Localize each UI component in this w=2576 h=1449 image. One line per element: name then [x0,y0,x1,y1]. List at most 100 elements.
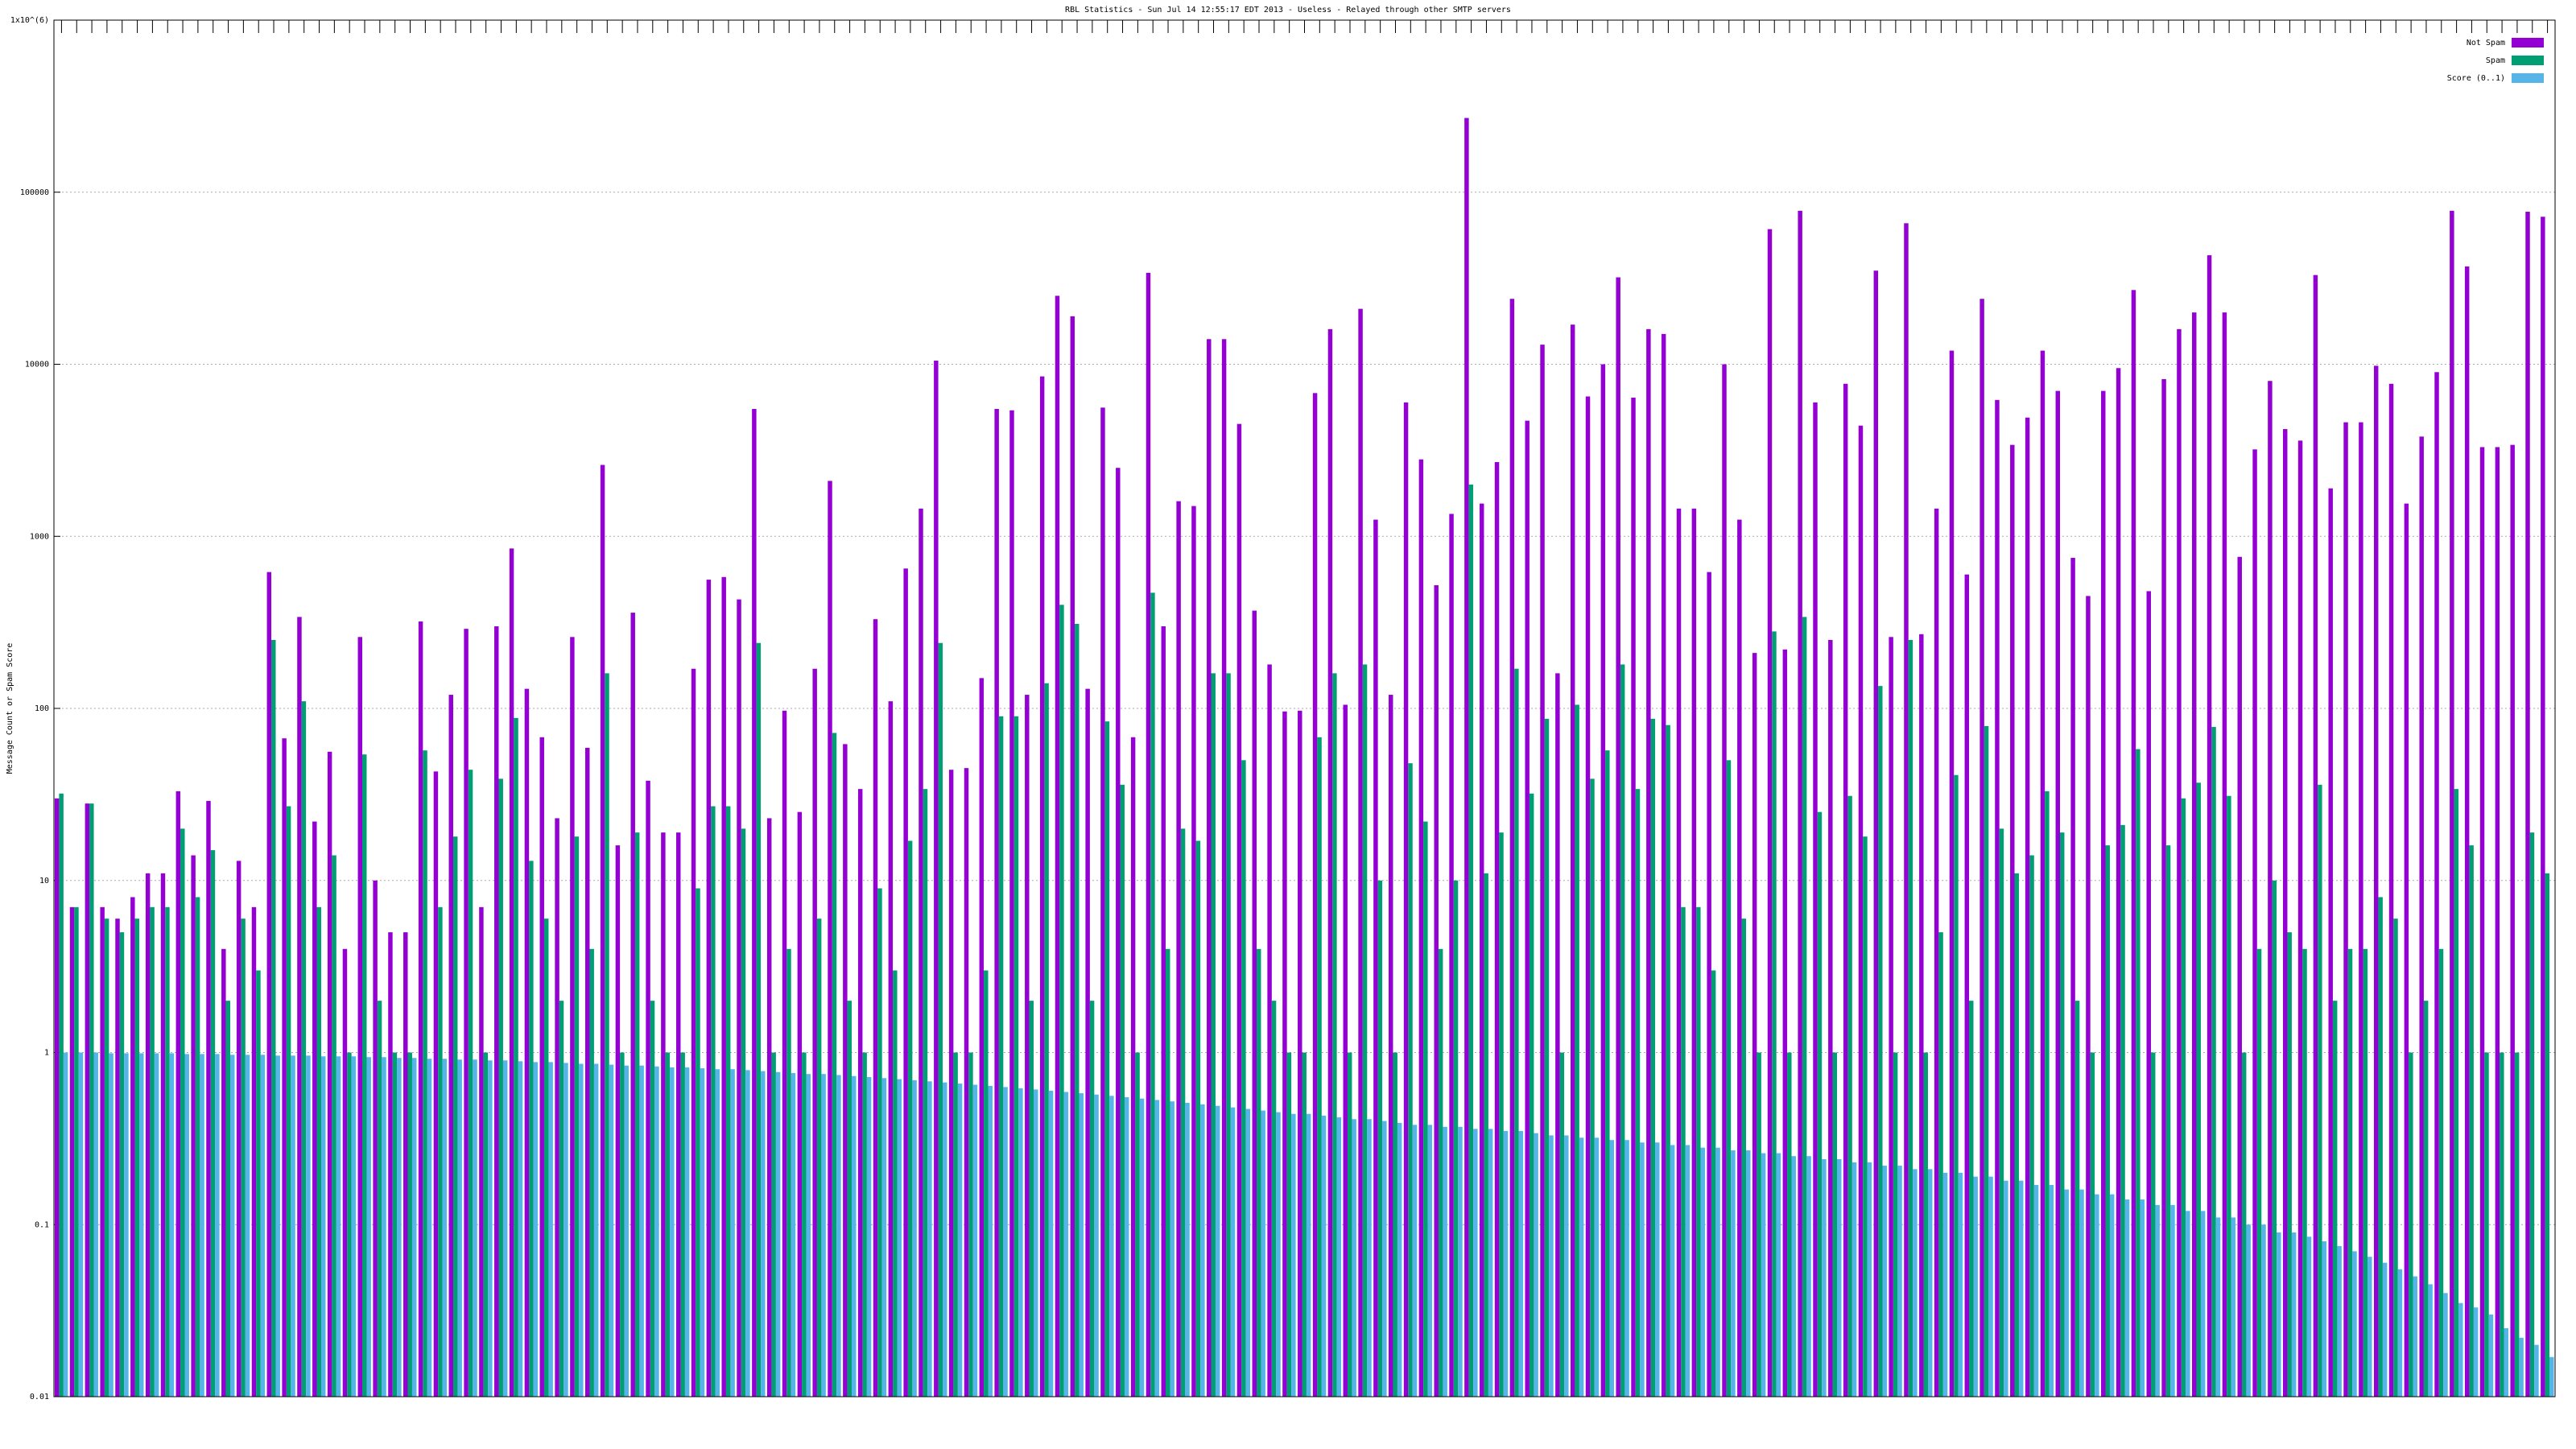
bar [1559,1052,1565,1397]
bar [1321,1115,1327,1397]
bar [715,1069,720,1397]
bar [1882,1166,1887,1397]
bar [134,919,140,1397]
bar [1423,821,1428,1397]
y-tick-label: 10000 [25,361,49,369]
bar [1585,396,1591,1397]
bar [756,642,762,1397]
bar [2040,350,2046,1397]
bar [1624,1140,1629,1397]
bar [1544,718,1550,1397]
bar [888,701,894,1397]
bar [615,845,621,1397]
bar [957,1084,963,1397]
bar [1700,1147,1705,1397]
bar [427,1059,432,1397]
bar [1018,1088,1023,1397]
bar [2352,1251,2357,1397]
bar [994,408,999,1397]
bar [59,793,64,1397]
bar [529,861,534,1397]
bar [236,861,242,1397]
bar [1837,1158,1842,1397]
bar [357,637,363,1397]
bar [1332,673,1337,1397]
bar [1116,468,1121,1397]
bar [1640,1142,1645,1397]
bar [1878,686,1883,1397]
bar [2222,312,2227,1397]
bar [1367,1119,1372,1397]
bar [366,1057,371,1397]
bar [2181,798,2186,1397]
bar [766,818,772,1397]
bar [630,613,635,1397]
bar [2196,782,2201,1397]
bar [1443,1126,1447,1397]
bar [160,873,166,1397]
bar [1468,484,1474,1397]
bar [225,1001,230,1397]
bar [1180,828,1186,1397]
bar [275,1055,280,1397]
bar [1252,610,1257,1397]
bar [1412,1125,1418,1397]
bar [564,1063,568,1397]
bar [1029,1001,1034,1397]
bar [533,1062,539,1397]
bar [543,919,549,1397]
bar [1306,1113,1311,1397]
bar [1039,376,1045,1397]
bar [927,1081,932,1397]
bar [1791,1156,1796,1397]
bar [972,1084,978,1397]
bar [1988,1176,1993,1397]
bar [1291,1113,1296,1397]
bar [1267,664,1272,1397]
bar [1154,1100,1160,1397]
bar [2291,1232,2297,1397]
bar [1509,299,1515,1397]
bar [1525,420,1530,1397]
bar [877,888,882,1397]
bar [2541,217,2545,1397]
bar [2282,429,2288,1397]
bar [1063,1092,1069,1397]
bar [1752,653,1757,1397]
bar [1984,725,1989,1397]
bar [2302,948,2307,1397]
bar [1999,828,2004,1397]
bar [1494,462,1500,1397]
y-tick-label: 100000 [20,188,49,197]
bar [2215,1217,2221,1397]
bar [866,1076,872,1397]
bar [1954,774,1959,1397]
bar [1681,906,1686,1397]
bar [1200,1104,1205,1397]
bar [984,970,989,1397]
bar [1298,710,1302,1397]
bar [1226,673,1231,1397]
bar [1761,1153,1766,1397]
bar [1473,1129,1478,1397]
bar [2018,1180,2024,1397]
bar [200,1054,204,1397]
bar [548,1062,553,1397]
bar [2161,378,2166,1397]
bar [1245,1108,1251,1397]
bar [1327,328,1333,1397]
legend-swatch [2512,38,2544,47]
bar [2469,845,2474,1397]
bar [2192,312,2197,1397]
bar [1055,295,1060,1397]
bar [1230,1107,1236,1397]
bar [109,1053,114,1397]
bar [1130,737,1136,1397]
bar [1609,1140,1615,1397]
bar [2413,1276,2418,1397]
bar [1464,118,1469,1397]
bar [979,678,985,1397]
bar [2070,557,2075,1397]
bar [2029,855,2034,1397]
